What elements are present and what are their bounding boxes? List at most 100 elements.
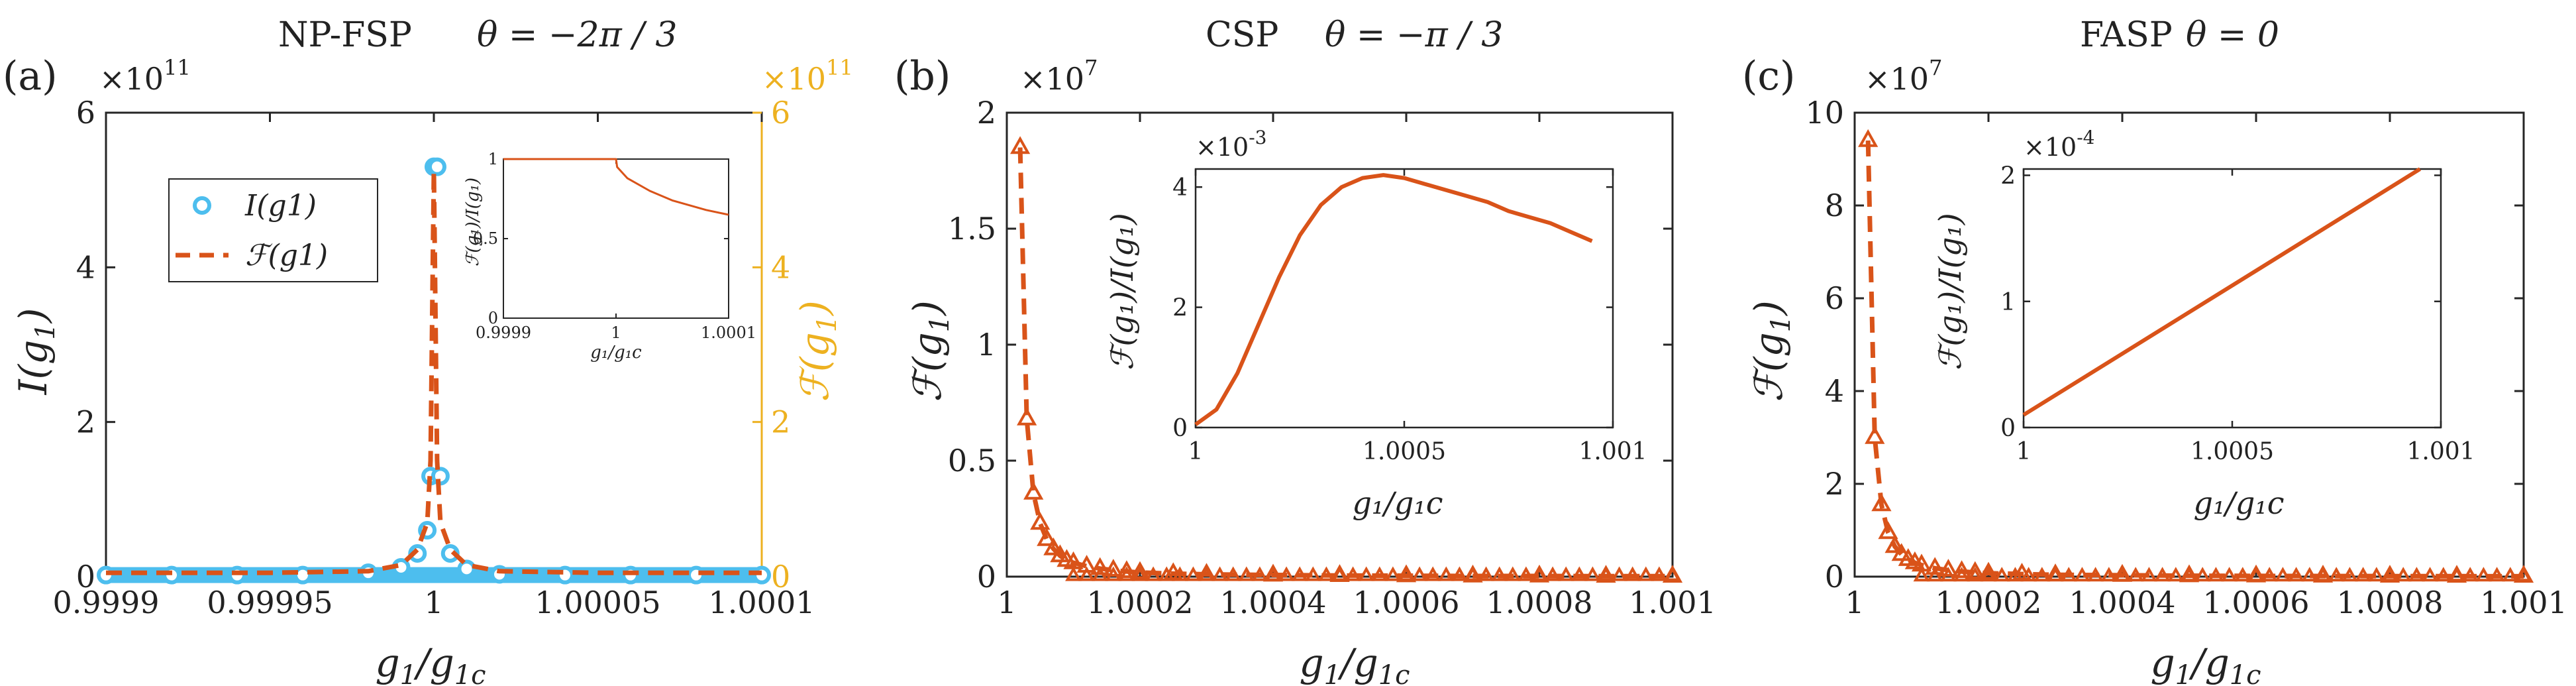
- f-series-marker: [1664, 566, 1681, 581]
- f-series-marker: [2341, 567, 2358, 582]
- panel-a-y-right-tick-label: 0: [771, 559, 790, 595]
- f-series-marker: [2395, 567, 2412, 582]
- panel-c-x-tick-label: 1.0004: [2069, 585, 2176, 620]
- f-series-marker: [2247, 567, 2265, 582]
- panel-a-theta: θ = −2π / 3: [477, 15, 677, 55]
- f-series-marker: [2060, 567, 2077, 582]
- panel-a-plot-area: [97, 157, 771, 585]
- f-series-marker: [1158, 566, 1175, 581]
- panel-a-title: NP-FSP: [278, 15, 412, 55]
- f-series-marker: [1939, 567, 1957, 582]
- f-series-marker: [1978, 561, 1999, 580]
- f-series-marker: [1371, 566, 1388, 581]
- f-series-marker: [2221, 567, 2238, 582]
- f-series-marker: [1913, 567, 1930, 582]
- panel-c-inset-y-tick-label: 0: [2000, 415, 2016, 442]
- f-series-marker: [1424, 566, 1441, 581]
- panel-a-label: (a): [3, 53, 58, 99]
- f-series-marker: [1317, 566, 1335, 581]
- panel-c-x-tick-label: 1.0002: [1935, 585, 2042, 620]
- panel-a-inset-x-tick-label: 0.9999: [476, 323, 531, 342]
- f-series-marker: [1531, 566, 1548, 581]
- panel-c-x-tick-label: 1.0006: [2203, 585, 2310, 620]
- panel-c-inset-x-tick-label: 1.001: [2406, 438, 2475, 465]
- panel-a-ylabel-right: ℱ(g1): [792, 300, 843, 402]
- f-series-marker: [1865, 426, 1885, 444]
- panel-b-y-tick-label: 2: [977, 95, 996, 131]
- panel-c-y-tick-label: 2: [1825, 466, 1844, 502]
- panel-a-x-tick-label: 1.00005: [535, 585, 660, 620]
- f-series-marker: [2368, 567, 2385, 582]
- f-series-marker: [2448, 567, 2465, 582]
- panel-a-y-right-tick-label: 4: [771, 249, 790, 285]
- i-series-point: [427, 157, 446, 176]
- panel-b-inset-x-tick-label: 1.0005: [1363, 438, 1446, 465]
- panel-a-inset-xlabel: g₁/g₁c: [590, 343, 642, 363]
- panel-b-inset: ×10-3 1 1.0005 1.001 0 2 4 ℱ(g₁)/I(g₁) g₁/g₁c: [1104, 127, 1647, 521]
- panel-c-label: (c): [1742, 53, 1795, 99]
- f-series-marker: [2475, 567, 2492, 582]
- panel-a-x-tick-label: 0.99995: [207, 585, 333, 620]
- f-series-marker: [1384, 566, 1402, 581]
- f-series-marker: [1358, 566, 1375, 581]
- f-series-marker: [1023, 481, 1044, 500]
- f-series-marker: [1304, 566, 1321, 581]
- panel-b-x-tick-label: 1.0006: [1353, 585, 1460, 620]
- f-series-marker: [1118, 566, 1135, 581]
- f-series-marker: [1251, 566, 1268, 581]
- f-series-marker: [2234, 567, 2251, 582]
- f-series-marker: [2207, 567, 2224, 582]
- f-series-marker: [1017, 407, 1037, 426]
- f-series-marker: [1030, 512, 1051, 530]
- panel-c-inset-xlabel: g₁/g₁c: [2193, 485, 2284, 521]
- f-series-marker: [1145, 566, 1162, 581]
- f-series-marker: [2489, 567, 2506, 582]
- panel-c-inset-y-tick-label: 2: [2000, 163, 2016, 190]
- panel-c-y-tick-label: 4: [1825, 373, 1844, 409]
- f-series-marker: [1131, 566, 1149, 581]
- f-series-marker: [1611, 566, 1628, 581]
- panel-b-inset-scale: ×10-3: [1196, 127, 1266, 162]
- panel-c-inset-frame: [2022, 168, 2442, 429]
- f-series-marker: [1891, 543, 1912, 561]
- f-series-marker: [2261, 567, 2278, 582]
- i-series-point: [457, 559, 476, 579]
- panel-b-y-tick-label: 1.5: [948, 211, 996, 247]
- f-series-marker: [2314, 567, 2332, 582]
- f-series-marker: [1451, 566, 1468, 581]
- f-series-marker: [2301, 567, 2318, 582]
- f-series-marker: [2114, 567, 2131, 582]
- panel-b-plot-area: [1009, 136, 1683, 583]
- panel-a-inset-x-tick-label: 1: [611, 323, 621, 342]
- f-series-marker: [1278, 566, 1295, 581]
- f-series-marker: [2020, 567, 2037, 582]
- f-series-marker: [1926, 567, 1943, 582]
- f-series-marker: [2087, 567, 2104, 582]
- f-series-marker: [1331, 566, 1348, 581]
- panel-b-inset-plot: 1 1.0005 1.001 0 2 4: [1172, 168, 1647, 465]
- panel-c-y-tick-label: 10: [1805, 95, 1844, 131]
- panel-c-theta: θ = 0: [2186, 15, 2279, 55]
- panel-a-y-right-tick-label: 6: [771, 95, 790, 131]
- legend-circle-marker: [193, 196, 211, 215]
- f-series-marker: [1171, 566, 1188, 581]
- f-series-marker: [2355, 567, 2372, 582]
- f-series-marker: [1651, 566, 1668, 581]
- f-series-marker: [1938, 559, 1959, 577]
- panel-b: (b) CSP θ = −π / 3 ×107 1 1.0002 1.0004 1.0…: [894, 15, 1716, 686]
- f-series-marker: [1584, 566, 1601, 581]
- f-series-marker: [2274, 567, 2291, 582]
- f-series-marker: [2461, 567, 2479, 582]
- panel-a-inset-y-tick-label: 0: [488, 309, 498, 327]
- f-series-marker: [1065, 566, 1082, 581]
- panel-a-legend: I(g1) ℱ(g1): [168, 178, 378, 282]
- f-series-marker: [1437, 566, 1455, 581]
- legend-entry-2: ℱ(g1): [245, 239, 328, 272]
- panel-c-x-tick-label: 1.0008: [2337, 585, 2444, 620]
- panel-c-title: FASP: [2080, 15, 2173, 55]
- inset-c-ratio-line: [2022, 167, 2422, 417]
- inset-a-ratio-line: [503, 158, 729, 216]
- legend-entry-1: I(g1): [244, 189, 317, 223]
- panel-c-inset-ylabel: ℱ(g₁)/I(g₁): [1932, 213, 1968, 370]
